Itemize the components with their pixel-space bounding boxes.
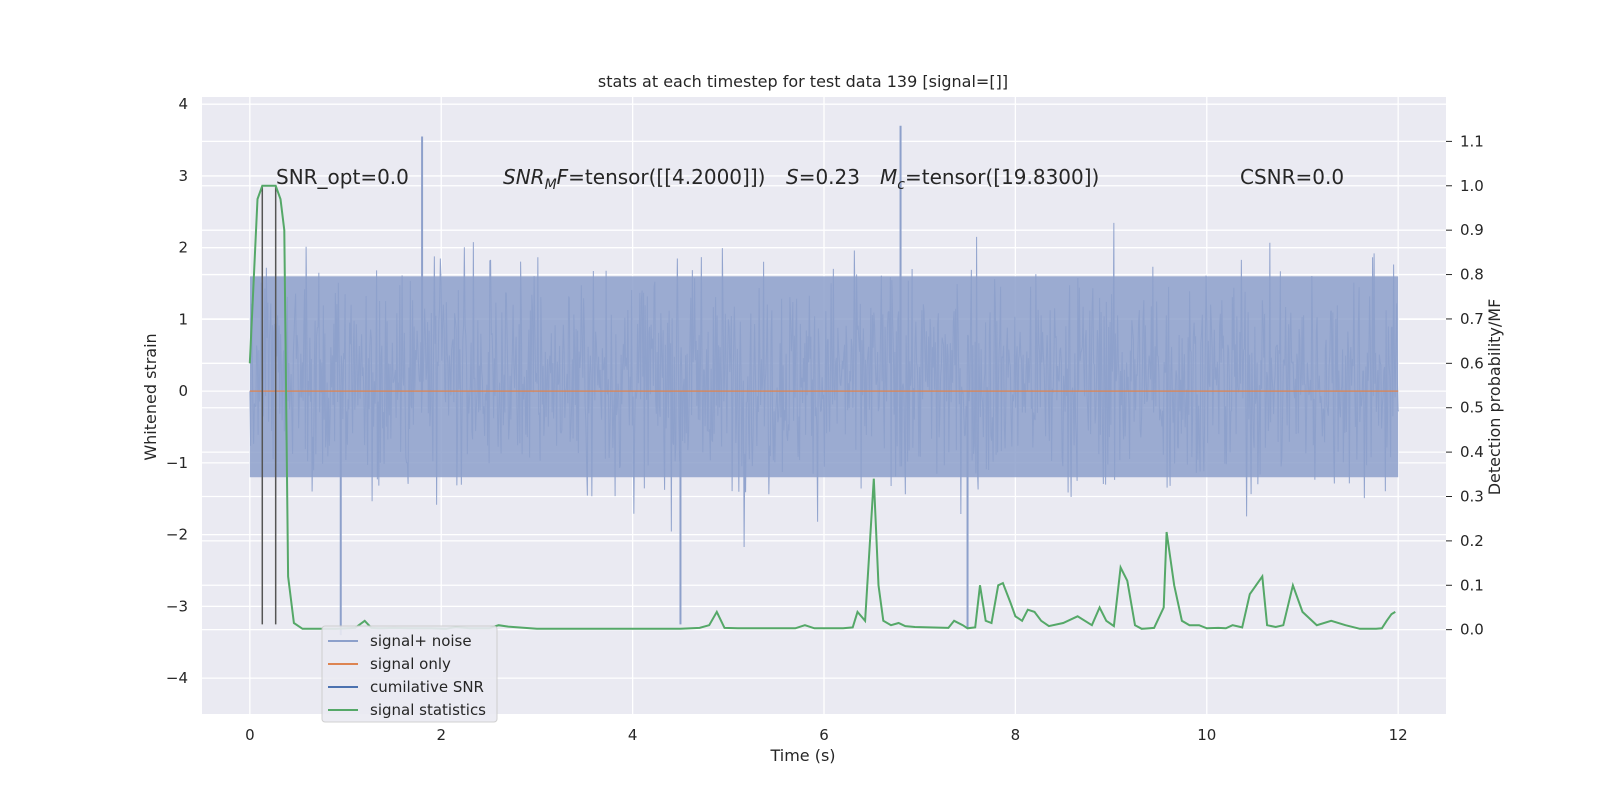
y-left-tick-label: 3: [178, 167, 188, 185]
x-axis-label: Time (s): [769, 746, 835, 765]
y-right-tick-label: 0.1: [1460, 576, 1484, 594]
legend-label: signal+ noise: [370, 632, 472, 650]
y-axis-label-right: Detection probability/MF: [1485, 299, 1504, 496]
y-right-tick-label: 0.3: [1460, 487, 1484, 505]
annotation-mc: Mc=tensor([19.8300]): [880, 165, 1099, 193]
x-tick-label: 8: [1011, 726, 1021, 744]
annotation-snr-mf: SNRMF=tensor([[4.2000]]): [503, 165, 765, 193]
annotation-s: S=0.23: [786, 165, 860, 189]
y-right-tick-label: 0.9: [1460, 221, 1484, 239]
y-right-tick-label: 0.4: [1460, 443, 1484, 461]
chart-title: stats at each timestep for test data 139…: [598, 72, 1008, 91]
y-left-tick-label: −1: [166, 454, 188, 472]
legend-label: signal only: [370, 655, 451, 673]
y-right-tick-label: 0.6: [1460, 354, 1484, 372]
y-left-tick-label: 2: [178, 239, 188, 257]
y-left-tick-label: −4: [166, 669, 188, 687]
y-left-tick-label: 4: [178, 95, 188, 113]
signal-plus-noise-series: [249, 125, 1399, 636]
legend-label: cumilative SNR: [370, 678, 484, 696]
annotation-csnr: CSNR=0.0: [1240, 165, 1344, 189]
y-right-tick-label: 1.1: [1460, 132, 1484, 150]
annotation-snr-opt: SNR_opt=0.0: [276, 165, 409, 189]
noise-trace: [249, 222, 1399, 548]
x-tick-label: 6: [819, 726, 829, 744]
y-left-tick-label: −3: [166, 597, 188, 615]
y-right-tick-label: 1.0: [1460, 177, 1484, 195]
y-left-tick-label: 0: [178, 382, 188, 400]
y-right-tick-label: 0.7: [1460, 310, 1484, 328]
y-right-tick-label: 0.8: [1460, 266, 1484, 284]
legend-label: signal statistics: [370, 701, 486, 719]
y-left-tick-label: 1: [178, 310, 188, 328]
y-left-tick-label: −2: [166, 526, 188, 544]
x-tick-label: 2: [436, 726, 446, 744]
x-tick-label: 4: [628, 726, 638, 744]
y-right-tick-label: 0.0: [1460, 621, 1484, 639]
x-tick-label: 10: [1197, 726, 1216, 744]
x-tick-label: 12: [1389, 726, 1408, 744]
y-right-tick-label: 0.2: [1460, 532, 1484, 550]
x-tick-label: 0: [245, 726, 255, 744]
y-right-tick-label: 0.5: [1460, 399, 1484, 417]
y-axis-label-left: Whitened strain: [141, 333, 160, 460]
legend-box: [321, 625, 498, 723]
